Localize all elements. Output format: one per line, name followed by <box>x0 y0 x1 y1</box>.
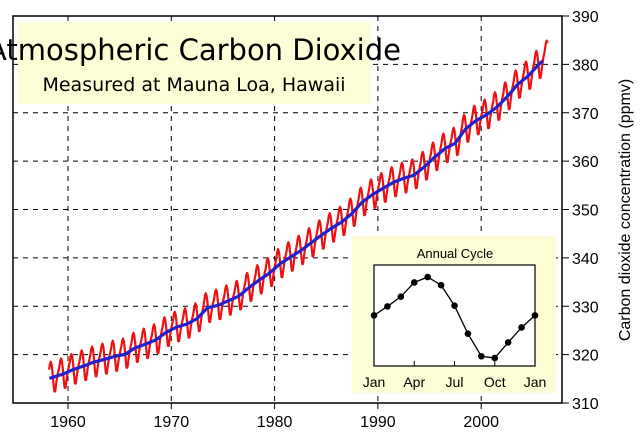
inset-x-tick-label: Jul <box>446 374 464 390</box>
y-tick-label: 390 <box>572 9 599 26</box>
inset-x-tick-label: Apr <box>403 374 425 390</box>
chart-title: Atmospheric Carbon Dioxide <box>0 33 401 67</box>
annual-cycle-point <box>464 330 472 338</box>
plot-lines <box>48 39 549 393</box>
annual-cycle-point <box>451 302 458 309</box>
annual-cycle-point <box>424 273 431 281</box>
x-tick-label: 1980 <box>257 414 293 431</box>
inset-title: Annual Cycle <box>417 246 494 261</box>
y-tick-label: 340 <box>572 251 599 268</box>
chart-subtitle: Measured at Mauna Loa, Hawaii <box>42 74 345 96</box>
y-tick-label: 320 <box>572 348 599 365</box>
y-tick-label: 330 <box>572 299 599 316</box>
annual-cycle-point <box>504 339 512 346</box>
inset-marks: Jan Apr Jul Oct Jan <box>363 273 547 390</box>
title-box <box>18 22 371 104</box>
x-tick-label: 1990 <box>360 414 396 431</box>
monthly-co2-line <box>48 39 549 393</box>
inset-x-tick-label: Oct <box>484 374 506 390</box>
annual-cycle-point <box>478 352 485 360</box>
y-tick-label: 310 <box>572 396 599 413</box>
annual-cycle-point <box>437 281 445 289</box>
y-tick-label: 360 <box>572 154 599 171</box>
x-tick-label: 1970 <box>154 414 190 431</box>
x-tick-label: 1960 <box>50 414 86 431</box>
inset-plot-frame <box>373 264 536 367</box>
y-tick-label: 380 <box>572 57 599 74</box>
y-tick-label: 350 <box>572 203 599 220</box>
annual-cycle-point <box>370 312 378 319</box>
y-axis-label: Carbon dioxide concentration (ppmv) <box>617 79 634 341</box>
inset-x-tick-label: Jan <box>363 374 386 390</box>
annual-cycle-inset: Annual Cycle Jan Apr Jul Oct Jan <box>352 236 556 393</box>
axes: 1960 1970 1980 1990 2000 310 320 330 340 350 360 37… <box>50 9 599 431</box>
annual-trend-line <box>48 59 544 380</box>
annual-cycle-point <box>518 324 525 331</box>
inset-x-tick-label: Jan <box>524 374 547 390</box>
annual-cycle-point <box>384 303 391 310</box>
x-tick-label: 2000 <box>463 414 499 431</box>
annual-cycle-point <box>491 354 499 362</box>
annual-cycle-point <box>397 293 405 300</box>
annual-cycle-point <box>410 279 418 286</box>
y-tick-label: 370 <box>572 106 599 123</box>
annual-cycle-point <box>531 312 539 319</box>
